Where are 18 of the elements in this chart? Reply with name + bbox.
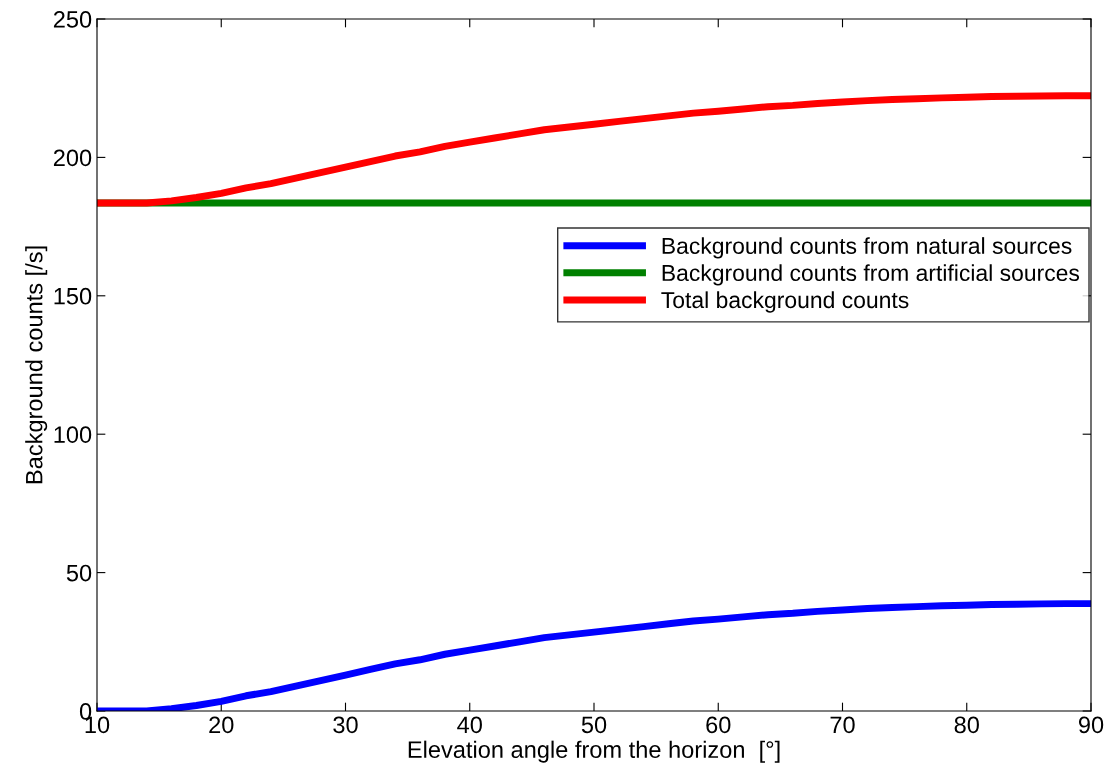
x-tick-label: 30 <box>333 716 358 734</box>
x-tick-label: 90 <box>1078 716 1104 734</box>
y-axis-title: Background counts [/s] <box>25 246 48 484</box>
x-tick-label: 60 <box>706 716 731 734</box>
x-tick-label: 80 <box>954 716 979 734</box>
y-tick-label: 100 <box>54 426 92 443</box>
y-tick-label: 200 <box>53 149 92 167</box>
legend-label: Total background counts <box>661 291 909 313</box>
legend-label: Background counts from natural sources <box>662 237 1072 259</box>
y-tick-label: 250 <box>53 11 92 28</box>
x-tick-label: 70 <box>830 716 855 734</box>
x-tick-label: 20 <box>209 716 234 734</box>
legend-label: Background counts from artificial sources <box>662 264 1080 286</box>
y-tick-label: 50 <box>66 564 92 582</box>
x-axis-title: Elevation angle from the horizon [°] <box>408 740 780 763</box>
x-tick-label: 40 <box>457 716 482 734</box>
y-tick-label: 150 <box>54 287 92 305</box>
x-tick-label: 50 <box>581 716 607 734</box>
